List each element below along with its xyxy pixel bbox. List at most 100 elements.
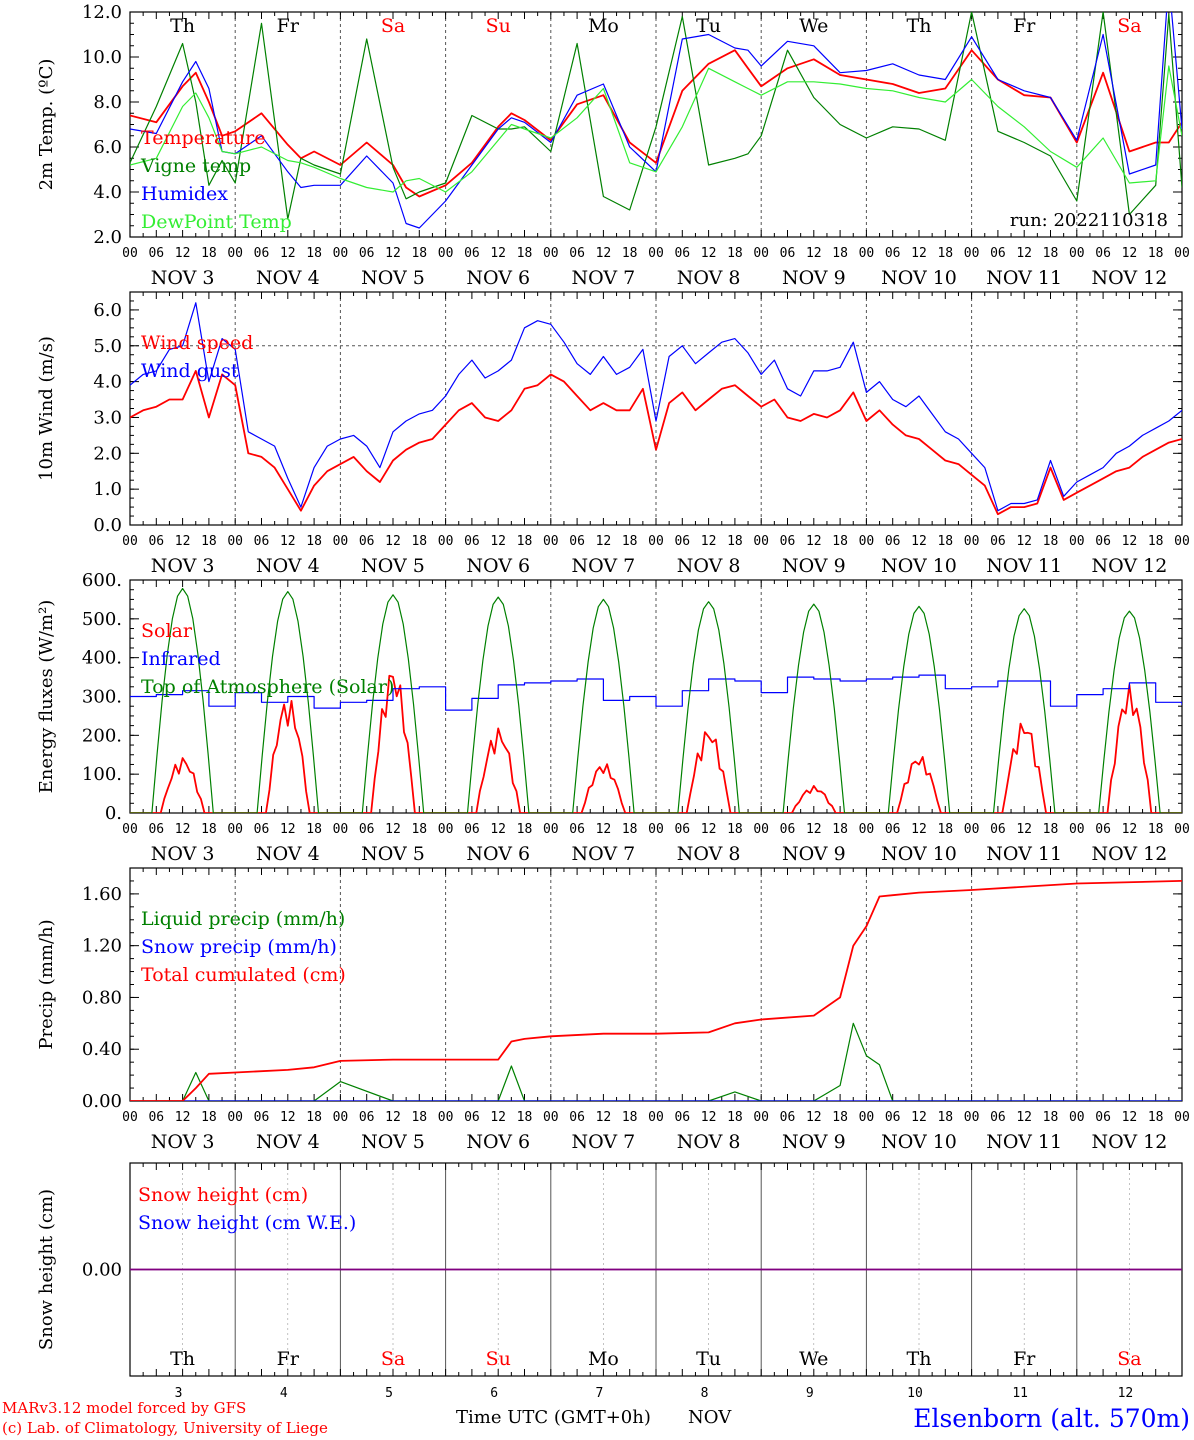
series-group	[130, 880, 1182, 1101]
hour-label: 06	[569, 1110, 585, 1125]
hour-label: 18	[937, 534, 953, 549]
legend-entry: DewPoint Temp	[141, 211, 292, 233]
hour-label: 00	[648, 822, 664, 837]
date-label: NOV 3	[151, 267, 215, 289]
chart-panel-5: 0.00 Snow height (cm) Th Fr Sa Su Mo Tu We Th Fr Sa…	[36, 1162, 1183, 1401]
hour-label: 18	[201, 534, 217, 549]
date-label: NOV 10	[881, 267, 957, 289]
hour-label: 18	[1043, 534, 1059, 549]
weekday-label: Fr	[277, 15, 300, 37]
day-number: 6	[490, 1386, 498, 1401]
hour-label: 12	[1016, 1110, 1032, 1125]
hour-label: 18	[1043, 1110, 1059, 1125]
hour-label: 12	[701, 246, 717, 261]
y-axis-label: Energy fluxes (W/m²)	[36, 600, 57, 794]
series-line-humidex	[130, 12, 1182, 229]
series-line-top-of-atmosphere-solar-	[130, 587, 1182, 813]
hour-label: 00	[1174, 534, 1190, 549]
hour-label: 18	[306, 534, 322, 549]
date-label: NOV 7	[572, 267, 636, 289]
station-label: Elsenborn (alt. 570m)	[913, 1404, 1190, 1433]
hour-label: 06	[1095, 246, 1111, 261]
day-number: 12	[1118, 1386, 1134, 1401]
hour-label: 00	[227, 1110, 243, 1125]
hour-label: 06	[674, 534, 690, 549]
hour-label: 18	[517, 822, 533, 837]
weekday-label: Sa	[1117, 1348, 1141, 1370]
hour-label: 00	[964, 1110, 980, 1125]
date-label: NOV 5	[361, 1131, 425, 1153]
hour-label: 12	[175, 1110, 191, 1125]
hour-label: 18	[832, 822, 848, 837]
hour-label: 12	[175, 822, 191, 837]
hour-label: 00	[648, 534, 664, 549]
hour-label: 12	[385, 246, 401, 261]
date-label: NOV 8	[677, 267, 741, 289]
date-label: NOV 12	[1091, 555, 1167, 577]
date-label: NOV 8	[677, 843, 741, 865]
hour-label: 12	[1122, 1110, 1138, 1125]
hour-label: 18	[832, 534, 848, 549]
hour-label: 12	[175, 246, 191, 261]
hour-label: 00	[543, 246, 559, 261]
hour-label: 18	[1148, 534, 1164, 549]
hour-label: 18	[727, 1110, 743, 1125]
hour-label: 00	[964, 822, 980, 837]
y-tick-label: 5.0	[93, 336, 122, 357]
chart-panel-4: 0.00 0.40 0.80 1.20 1.60 Precip (mm/h) 00 06 12 1…	[36, 867, 1190, 1153]
date-label: NOV 9	[782, 267, 846, 289]
hour-label: 18	[411, 246, 427, 261]
hour-label: 18	[1148, 246, 1164, 261]
y-tick-label: 3.0	[93, 407, 122, 428]
series-line-wind-speed	[130, 369, 1182, 516]
date-label: NOV 12	[1091, 843, 1167, 865]
date-label: NOV 3	[151, 1131, 215, 1153]
weekday-label: Th	[907, 1348, 932, 1370]
hour-label: 00	[543, 822, 559, 837]
hour-label: 18	[201, 822, 217, 837]
y-tick-label: 8.0	[93, 92, 122, 113]
hour-label: 12	[280, 246, 296, 261]
hour-label: 00	[227, 246, 243, 261]
y-tick-label: 2.0	[93, 443, 122, 464]
date-label: NOV 10	[881, 843, 957, 865]
run-annotation: run: 2022110318	[1010, 210, 1168, 231]
hour-label: 06	[885, 822, 901, 837]
hour-label: 00	[753, 246, 769, 261]
hour-label: 00	[1069, 534, 1085, 549]
y-tick-label: 200.	[82, 725, 122, 746]
y-tick-label: 0.00	[82, 1260, 122, 1281]
date-label: NOV 6	[466, 843, 530, 865]
y-tick-label: 0.80	[82, 987, 122, 1008]
series-line-infrared	[130, 674, 1182, 711]
hour-label: 18	[937, 246, 953, 261]
date-label: NOV 4	[256, 1131, 320, 1153]
hour-label: 00	[438, 1110, 454, 1125]
hour-label: 06	[674, 246, 690, 261]
hour-label: 00	[333, 534, 349, 549]
hour-label: 00	[122, 1110, 138, 1125]
y-tick-label: 600.	[82, 570, 122, 591]
hour-label: 12	[911, 822, 927, 837]
day-number: 3	[175, 1386, 183, 1401]
day-number: 10	[907, 1386, 923, 1401]
hour-label: 12	[701, 534, 717, 549]
date-label: NOV 6	[466, 555, 530, 577]
time-axis-title: Time UTC (GMT+0h)	[456, 1407, 651, 1428]
hour-label: 00	[859, 534, 875, 549]
hour-label: 12	[1016, 822, 1032, 837]
date-label: NOV 5	[361, 267, 425, 289]
series-line-dewpoint-temp	[130, 65, 1182, 193]
hour-label: 18	[517, 534, 533, 549]
legend-entry: Snow height (cm)	[138, 1184, 308, 1206]
date-label: NOV 10	[881, 1131, 957, 1153]
model-credit: MARv3.12 model forced by GFS	[2, 1399, 246, 1417]
date-label: NOV 4	[256, 555, 320, 577]
weekday-label: Th	[907, 15, 932, 37]
legend-entry: Total cumulated (cm)	[141, 964, 346, 986]
hour-label: 00	[964, 534, 980, 549]
weekday-label: Sa	[381, 1348, 405, 1370]
hour-label: 18	[411, 1110, 427, 1125]
hour-label: 06	[464, 246, 480, 261]
